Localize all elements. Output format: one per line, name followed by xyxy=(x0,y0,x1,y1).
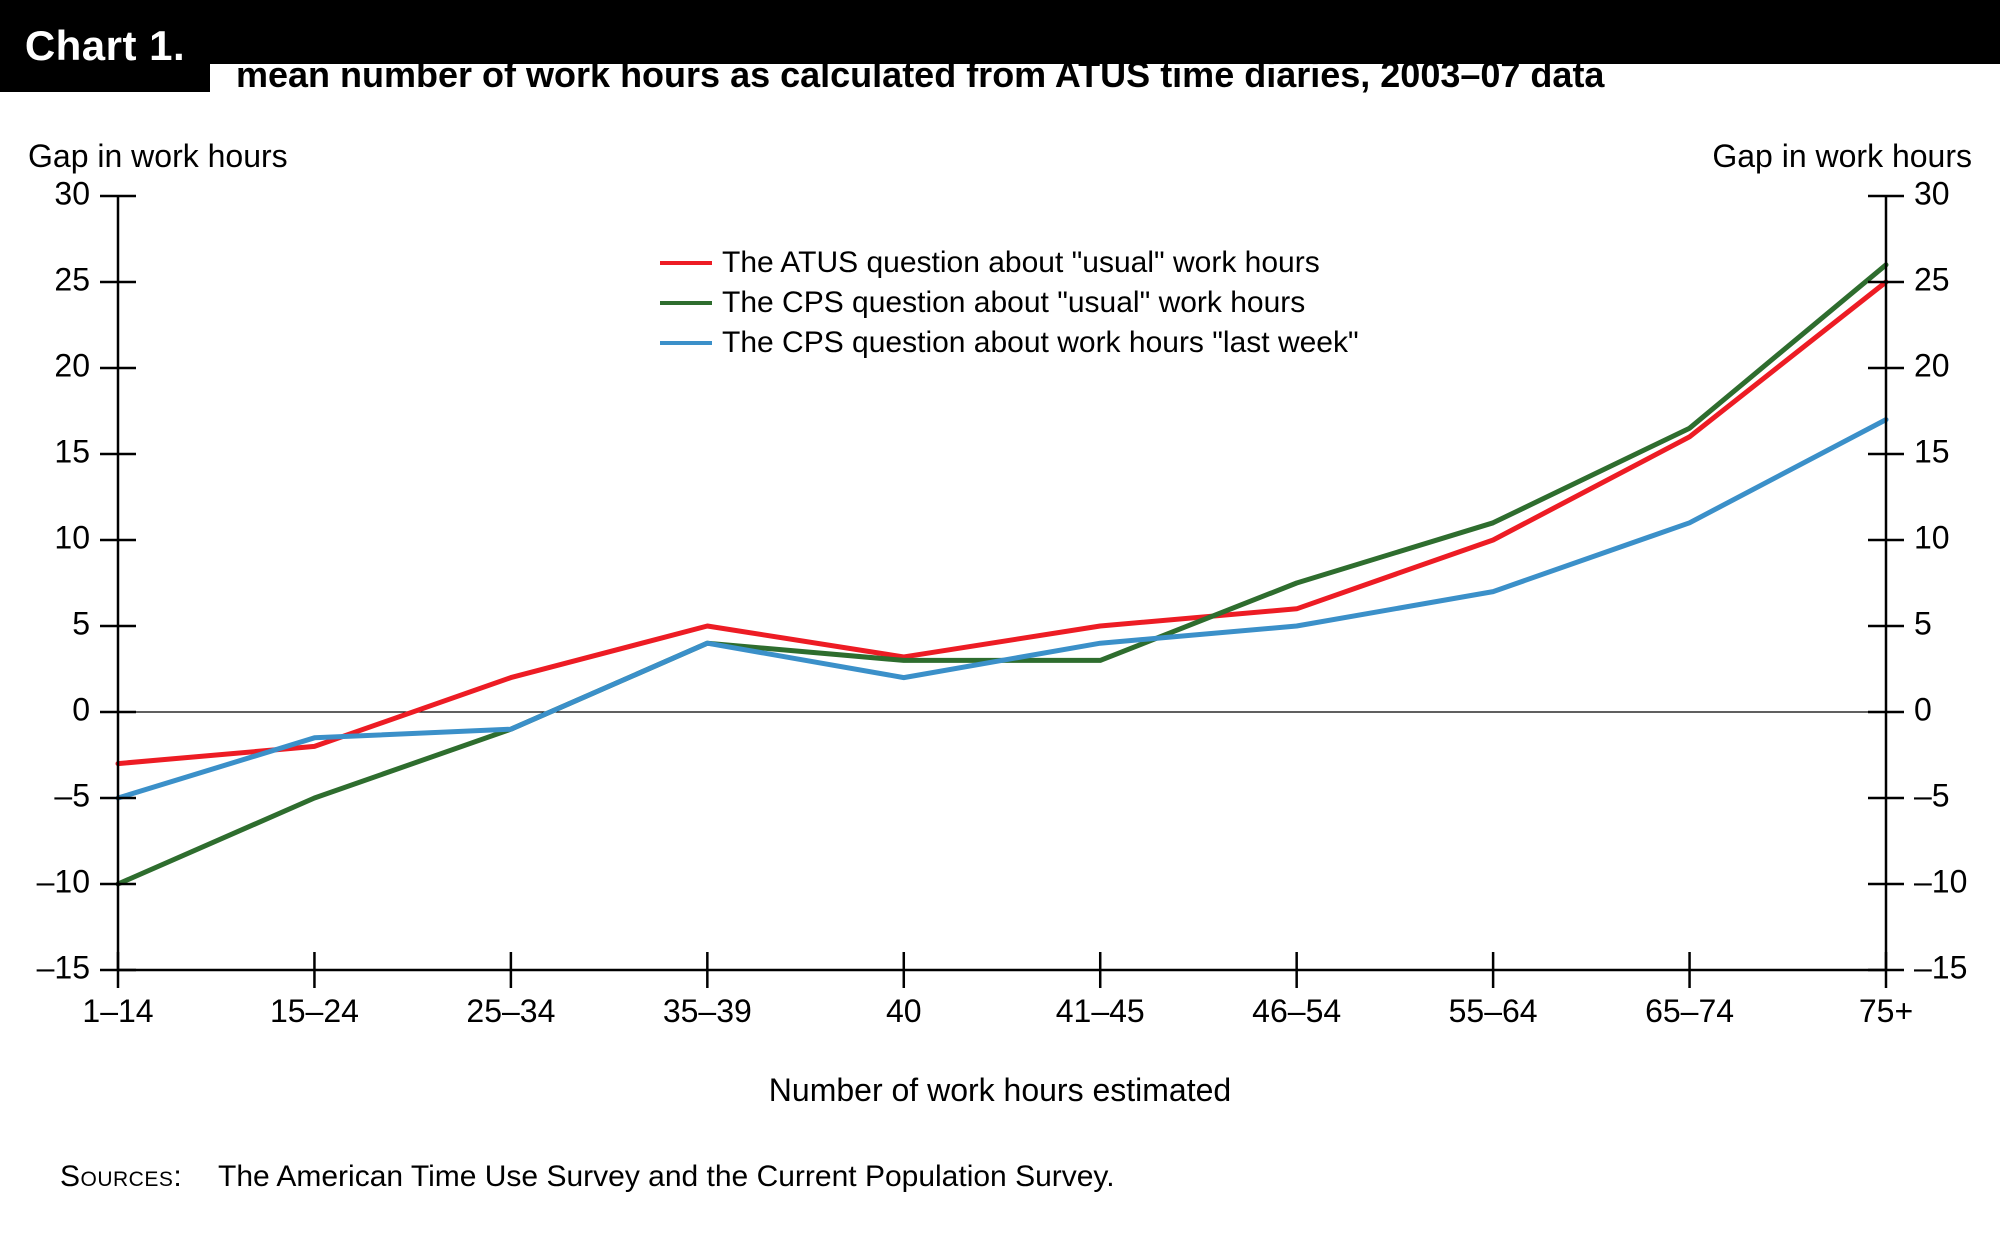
svg-text:15: 15 xyxy=(54,433,90,469)
svg-text:35–39: 35–39 xyxy=(663,993,752,1029)
svg-text:–5: –5 xyxy=(54,777,90,813)
legend-label: The ATUS question about "usual" work hou… xyxy=(722,246,1320,280)
svg-text:40: 40 xyxy=(886,993,922,1029)
svg-text:30: 30 xyxy=(54,175,90,211)
legend-label: The CPS question about "usual" work hour… xyxy=(722,286,1305,320)
svg-text:–5: –5 xyxy=(1914,777,1950,813)
svg-text:0: 0 xyxy=(1914,691,1932,727)
svg-text:5: 5 xyxy=(72,605,90,641)
svg-text:15–24: 15–24 xyxy=(270,993,359,1029)
svg-text:46–54: 46–54 xyxy=(1252,993,1341,1029)
svg-text:25: 25 xyxy=(54,261,90,297)
svg-text:41–45: 41–45 xyxy=(1056,993,1145,1029)
svg-text:–10: –10 xyxy=(37,863,90,899)
svg-text:–15: –15 xyxy=(1914,949,1967,985)
legend-item-cps-last-week: The CPS question about work hours "last … xyxy=(660,324,1359,362)
svg-text:1–14: 1–14 xyxy=(82,993,153,1029)
svg-text:30: 30 xyxy=(1914,175,1950,211)
legend-label: The CPS question about work hours "last … xyxy=(722,326,1359,360)
svg-text:10: 10 xyxy=(1914,519,1950,555)
svg-text:75+: 75+ xyxy=(1859,993,1913,1029)
svg-text:20: 20 xyxy=(54,347,90,383)
svg-text:–15: –15 xyxy=(37,949,90,985)
sources-line: Sources: The American Time Use Survey an… xyxy=(60,1160,1115,1194)
svg-text:10: 10 xyxy=(54,519,90,555)
svg-text:20: 20 xyxy=(1914,347,1950,383)
svg-text:25: 25 xyxy=(1914,261,1950,297)
svg-text:65–74: 65–74 xyxy=(1645,993,1734,1029)
x-axis-title: Number of work hours estimated xyxy=(0,1072,2000,1109)
line-chart-svg: –15 –15 –10 –10 –5 –5 0 0 5 5 10 10 15 15 20 20 25 25 30 30… xyxy=(0,0,2000,1242)
legend-item-atus-usual: The ATUS question about "usual" work hou… xyxy=(660,244,1359,282)
svg-text:15: 15 xyxy=(1914,433,1950,469)
svg-text:0: 0 xyxy=(72,691,90,727)
legend-swatch xyxy=(660,261,712,265)
svg-text:–10: –10 xyxy=(1914,863,1967,899)
sources-label: Sources: xyxy=(60,1160,182,1193)
legend-swatch xyxy=(660,301,712,305)
chart-page: Chart 1. The mean number of work hours d… xyxy=(0,0,2000,1242)
legend-swatch xyxy=(660,341,712,345)
sources-text: The American Time Use Survey and the Cur… xyxy=(218,1160,1115,1193)
svg-text:5: 5 xyxy=(1914,605,1932,641)
svg-text:55–64: 55–64 xyxy=(1449,993,1538,1029)
series-cps-last-week xyxy=(118,420,1886,798)
svg-text:25–34: 25–34 xyxy=(466,993,555,1029)
chart-legend: The ATUS question about "usual" work hou… xyxy=(660,244,1359,364)
legend-item-cps-usual: The CPS question about "usual" work hour… xyxy=(660,284,1359,322)
